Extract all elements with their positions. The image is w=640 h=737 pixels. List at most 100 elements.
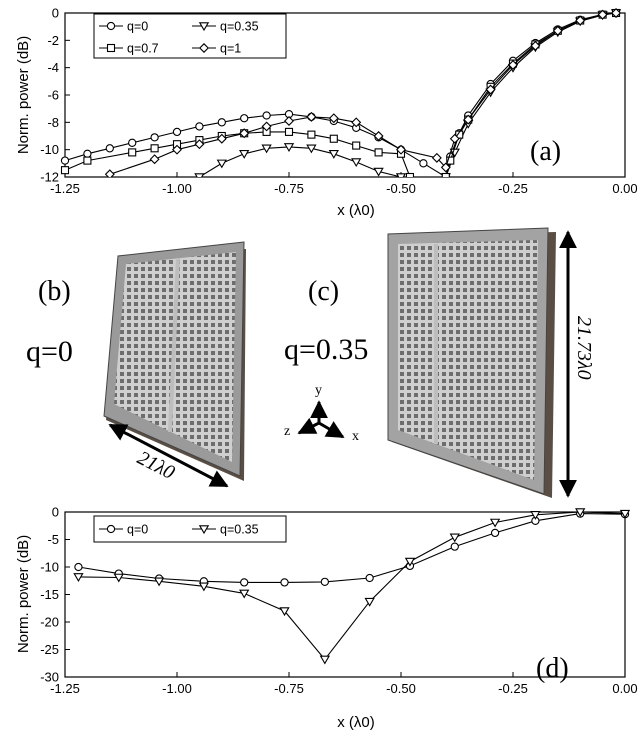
chart-a-data-point-q=1 (261, 121, 272, 132)
chart-a-legend-marker (106, 43, 116, 53)
chart-a-data-point-q=1 (284, 115, 294, 126)
chart-d-series-line-q=0.35 (78, 511, 626, 661)
chart-a-data-point-q=1 (449, 133, 460, 144)
chart-d-data-point-q=0.35 (530, 510, 541, 520)
chart-d-xtick-label: -0.75 (274, 681, 304, 696)
chart-d-ytick-label: -25 (40, 642, 59, 657)
photo-c-q-label: q=0.35 (284, 333, 368, 366)
dimension-label-b: 21λ0 (134, 447, 178, 484)
chart-d-series-line-q=0 (78, 513, 626, 583)
chart-d-legend-label: q=0 (127, 523, 148, 537)
chart-d-panel-label: (d) (536, 653, 569, 684)
chart-d-data-point-q=0 (74, 562, 83, 572)
chart-a-ytick-label: -6 (47, 88, 59, 103)
chart-a-data-point-q=0.35 (306, 144, 317, 154)
chart-a-ytick-label: 0 (52, 6, 59, 21)
chart-a-data-point-q=0.35 (239, 150, 250, 159)
chart-a-data-point-q=0.7 (284, 127, 294, 136)
chart-d-data-point-q=0.35 (319, 655, 330, 665)
chart-d-ytick-label: -20 (40, 615, 59, 630)
triad-x-label: x (352, 429, 359, 444)
chart-a-data-point-q=1 (239, 128, 250, 139)
chart-a-data-point-q=0.7 (455, 130, 464, 139)
chart-a-legend-label: q=0.35 (220, 20, 259, 34)
chart-d-data-point-q=0 (450, 542, 459, 551)
chart-d-data-point-q=0.35 (153, 577, 165, 587)
chart-a-data-point-q=0.35 (328, 150, 339, 159)
chart-d-xtick-label: -1.25 (50, 681, 80, 696)
chart-a-data-point-q=0.7 (128, 148, 137, 157)
chart-a-data-point-q=1 (440, 162, 451, 173)
chart-a-ytick-label: -4 (47, 60, 59, 75)
chart-a-data-point-q=1 (328, 113, 339, 124)
chart-a-data-point-q=1 (373, 131, 384, 141)
chart-a-legend-marker (198, 22, 210, 32)
chart-a-data-point-q=0.7 (352, 141, 361, 150)
chart-a-legend-label: q=0 (127, 20, 148, 34)
chart-d-xtick-label: -0.25 (498, 681, 528, 696)
chart-a-legend: q=0 q=0.35 q=0.7 q=1 (93, 13, 287, 59)
chart-a-data-point-q=0.7 (441, 172, 450, 177)
chart-a-data-point-q=1 (216, 133, 227, 144)
chart-a-data-point-q=0.7 (150, 144, 159, 153)
chart-a-data-point-q=0.7 (307, 130, 316, 139)
chart-a-legend-label: q=1 (220, 42, 241, 56)
triad-z-label: z (284, 424, 290, 439)
chart-a-data-point-q=0.35 (395, 173, 407, 177)
chart-d-data-point-q=0.35 (404, 557, 416, 567)
chart-a-data-point-q=0 (195, 122, 204, 131)
chart-a-xtick-label: -1.25 (50, 181, 80, 196)
chart-d-legend: q=0 q=0.35 (93, 515, 287, 543)
chart-a-data-point-q=0.35 (373, 167, 384, 177)
metasurface-photo-b (103, 241, 246, 481)
chart-d-xtick-label: -1.00 (162, 681, 192, 696)
chart-a-data-point-q=1 (552, 25, 563, 36)
chart-a-data-point-q=1 (597, 9, 608, 20)
chart-a-data-point-q=0.35 (216, 159, 227, 169)
dimension-label-c: 21.73λ0 (573, 316, 595, 380)
chart-d-ylabel: Norm. power (dB) (15, 535, 32, 653)
chart-a-data-point-q=1 (463, 114, 474, 125)
chart-a-ytick-label: -8 (47, 115, 59, 130)
chart-d-data-point-q=0.35 (575, 508, 586, 518)
chart-a-xtick-label: -0.50 (386, 181, 416, 196)
chart-d-data-point-q=0.35 (489, 518, 501, 528)
chart-d-ytick-label: -30 (40, 670, 59, 685)
chart-d-data-point-q=0 (240, 578, 249, 587)
chart-a-data-point-q=0.7 (83, 156, 92, 165)
chart-d-data-point-q=0.35 (364, 597, 375, 607)
photo-b-panel-label: (b) (38, 276, 71, 307)
chart-a-data-point-q=0 (105, 144, 114, 153)
chart-a-ytick-label: -2 (47, 33, 59, 48)
chart-d-data-point-q=0 (365, 573, 374, 583)
chart-a-data-point-q=0 (419, 159, 428, 168)
chart-a-data-point-q=0.7 (329, 134, 338, 143)
chart-a-data-point-q=1 (351, 117, 362, 128)
chart-d-data-point-q=0 (320, 577, 329, 586)
chart-a-data-point-q=0.35 (351, 158, 362, 168)
chart-a-data-point-q=0 (217, 118, 226, 127)
chart-a-data-point-q=0 (262, 111, 271, 120)
chart-d-data-point-q=0.35 (73, 573, 84, 582)
chart-a-legend-label: q=0.7 (127, 42, 159, 56)
chart-a-legend-marker (106, 21, 116, 31)
chart-a-data-point-q=1 (396, 144, 406, 155)
chart-a-data-point-q=1 (575, 15, 586, 26)
chart-a-xtick-label: -1.00 (162, 181, 192, 196)
chart-a-data-point-q=1 (508, 59, 518, 70)
chart-a-data-point-q=0 (83, 149, 92, 158)
chart-d-data-point-q=0.35 (198, 582, 210, 592)
chart-a-data-point-q=0.7 (374, 148, 383, 157)
chart-a-panel-label: (a) (530, 136, 561, 167)
chart-a-xlabel: x (λ0) (337, 202, 375, 219)
chart-d-xtick-label: -0.50 (386, 681, 416, 696)
chart-d: Norm. power (dB) x (λ0) (d) q=0 q=0.35 -1… (15, 505, 638, 732)
chart-a-xtick-label: -0.25 (498, 181, 528, 196)
chart-d-ytick-label: -5 (47, 532, 59, 547)
chart-a: Norm. power (dB) x (λ0) (a) q=0 q=0.35q=0… (15, 6, 638, 220)
chart-d-legend-marker (198, 525, 210, 535)
chart-d-ytick-label: -15 (40, 587, 59, 602)
chart-a-data-point-q=0.7 (405, 172, 415, 177)
photo-section: (b) q=0 (c) q=0.35 21λ0 21.73λ0 y z (26, 227, 595, 498)
